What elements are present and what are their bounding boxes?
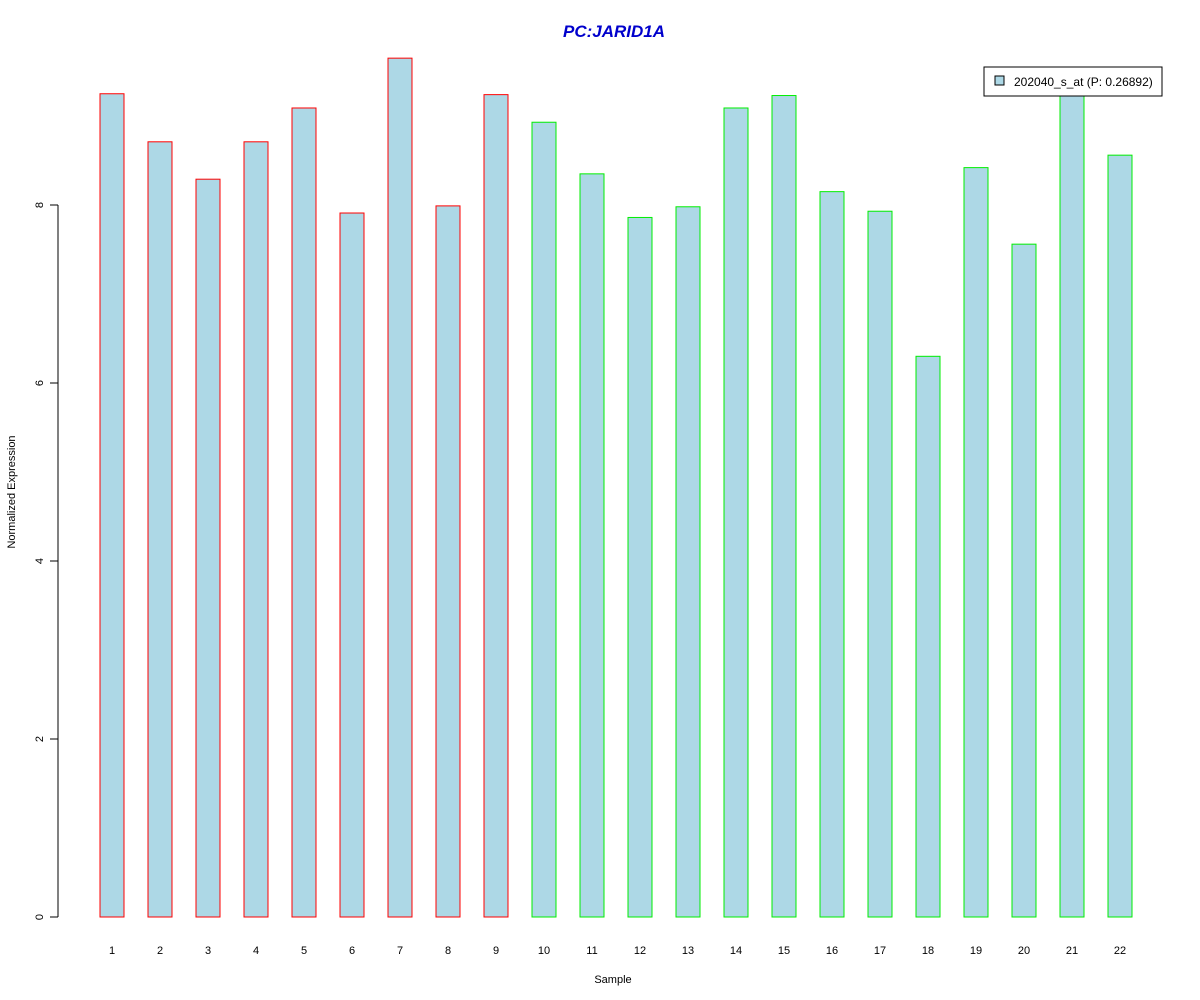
x-tick-label: 12 — [634, 945, 646, 957]
chart-title: PC:JARID1A — [563, 22, 665, 41]
x-tick-label: 18 — [922, 945, 934, 957]
x-tick-label: 14 — [730, 945, 742, 957]
y-tick-label: 4 — [34, 558, 46, 564]
y-tick-label: 8 — [34, 202, 46, 208]
x-tick-label: 3 — [205, 945, 211, 957]
x-tick-label: 19 — [970, 945, 982, 957]
x-tick-label: 11 — [586, 945, 597, 957]
legend-swatch — [994, 75, 1005, 86]
x-tick-label: 16 — [826, 945, 838, 957]
bar-sample-20 — [1011, 243, 1037, 918]
x-axis-label: Sample — [594, 974, 631, 986]
x-tick-label: 2 — [157, 945, 163, 957]
y-tick-label: 6 — [34, 380, 46, 386]
x-tick-label: 13 — [682, 945, 694, 957]
bar-sample-2 — [147, 141, 173, 918]
x-tick-label: 8 — [445, 945, 451, 957]
bar-sample-12 — [627, 216, 653, 918]
bar-sample-18 — [915, 355, 941, 918]
legend: 202040_s_at (P: 0.26892) — [983, 66, 1163, 97]
y-axis: 0 2 4 6 8 — [34, 202, 59, 920]
x-tick-label: 22 — [1114, 945, 1126, 957]
x-tick-label: 5 — [301, 945, 307, 957]
bar-sample-7 — [387, 57, 413, 918]
bar-sample-8 — [435, 205, 461, 918]
x-tick-label: 20 — [1018, 945, 1030, 957]
y-tick-label: 0 — [34, 914, 46, 920]
x-tick-label: 17 — [874, 945, 886, 957]
bar-sample-10 — [531, 121, 557, 918]
legend-label: 202040_s_at (P: 0.26892) — [1014, 75, 1153, 89]
bar-sample-11 — [579, 173, 605, 918]
bar-sample-13 — [675, 206, 701, 918]
x-tick-labels: 1 2 3 4 5 6 7 8 9 10 11 12 13 14 15 16 17 18 19 20 21 22 — [109, 945, 1126, 957]
bar-sample-16 — [819, 191, 845, 918]
bar-sample-19 — [963, 167, 989, 918]
x-tick-label: 15 — [778, 945, 790, 957]
x-tick-label: 1 — [109, 945, 115, 957]
bar-sample-6 — [339, 212, 365, 918]
bar-sample-3 — [195, 178, 221, 918]
bar-sample-21 — [1059, 94, 1085, 918]
x-tick-label: 10 — [538, 945, 550, 957]
bar-sample-5 — [291, 107, 317, 918]
bar-sample-4 — [243, 141, 269, 918]
x-tick-label: 7 — [397, 945, 403, 957]
legend-box — [983, 66, 1163, 97]
bar-sample-1 — [99, 93, 125, 918]
bar-sample-17 — [867, 210, 893, 918]
x-tick-label: 4 — [253, 945, 259, 957]
x-tick-label: 21 — [1066, 945, 1078, 957]
bar-sample-9 — [483, 94, 509, 918]
y-tick-label: 2 — [34, 736, 46, 742]
bar-sample-15 — [771, 95, 797, 918]
bar-sample-22 — [1107, 154, 1133, 918]
x-tick-label: 9 — [493, 945, 499, 957]
x-tick-label: 6 — [349, 945, 355, 957]
bars — [99, 57, 1133, 918]
y-axis-label: Normalized Expression — [6, 435, 18, 548]
bar-sample-14 — [723, 107, 749, 918]
